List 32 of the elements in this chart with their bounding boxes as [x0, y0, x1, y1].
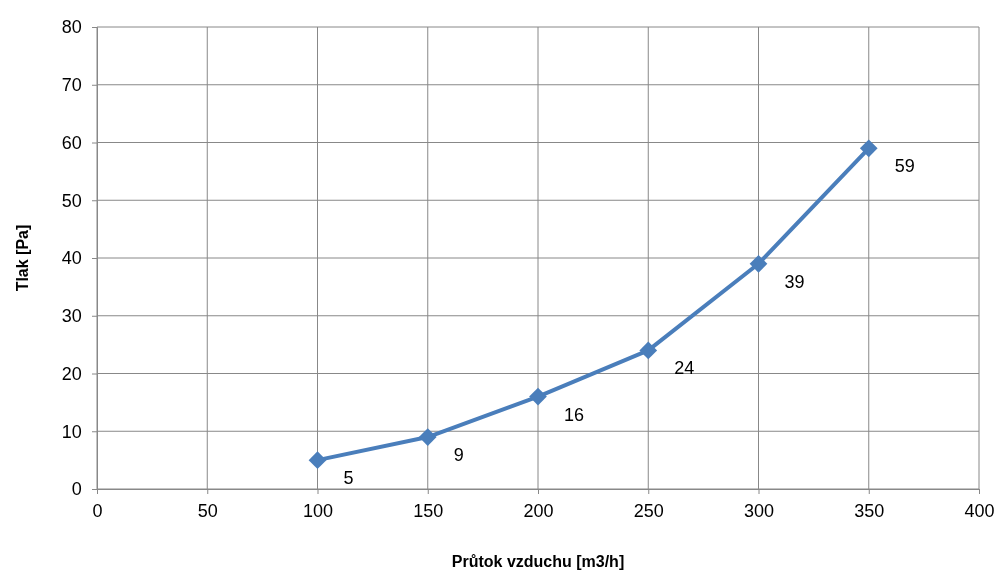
y-tick-label: 70: [61, 75, 82, 96]
y-tick-label: 40: [61, 248, 82, 269]
y-tick-label: 60: [61, 132, 82, 153]
x-tick-label: 0: [92, 500, 103, 521]
y-tick-label: 50: [61, 190, 82, 211]
data-label: 59: [894, 156, 915, 177]
x-tick-label: 150: [413, 500, 444, 521]
x-tick-label: 300: [743, 500, 775, 521]
point: [529, 387, 547, 406]
y-tick-label: 10: [61, 421, 82, 442]
x-tick-label: 250: [633, 500, 664, 521]
y-tick-label: 30: [61, 306, 82, 327]
x-tick-label: 50: [197, 500, 218, 521]
x-tick-label: 200: [523, 500, 554, 521]
y-axis-title: Tlak [Pa]: [14, 224, 31, 292]
x-axis-title: Průtok vzduchu [m3/h]: [451, 553, 625, 570]
x-tick-label: 350: [854, 500, 885, 521]
y-tick-label: 20: [61, 363, 82, 384]
x-tick-label: 100: [302, 500, 334, 521]
point: [308, 451, 327, 469]
data-label: 9: [453, 445, 464, 466]
data-label: 5: [343, 468, 354, 489]
point: [749, 254, 768, 273]
point: [418, 428, 437, 446]
y-tick-label: 0: [71, 479, 82, 500]
data-label: 39: [784, 271, 805, 292]
data-label: 24: [674, 358, 695, 379]
y-tick-label: 80: [61, 17, 82, 38]
data-label: 16: [564, 404, 585, 425]
point: [639, 341, 658, 360]
point: [859, 139, 878, 158]
x-tick-label: 400: [964, 500, 995, 521]
